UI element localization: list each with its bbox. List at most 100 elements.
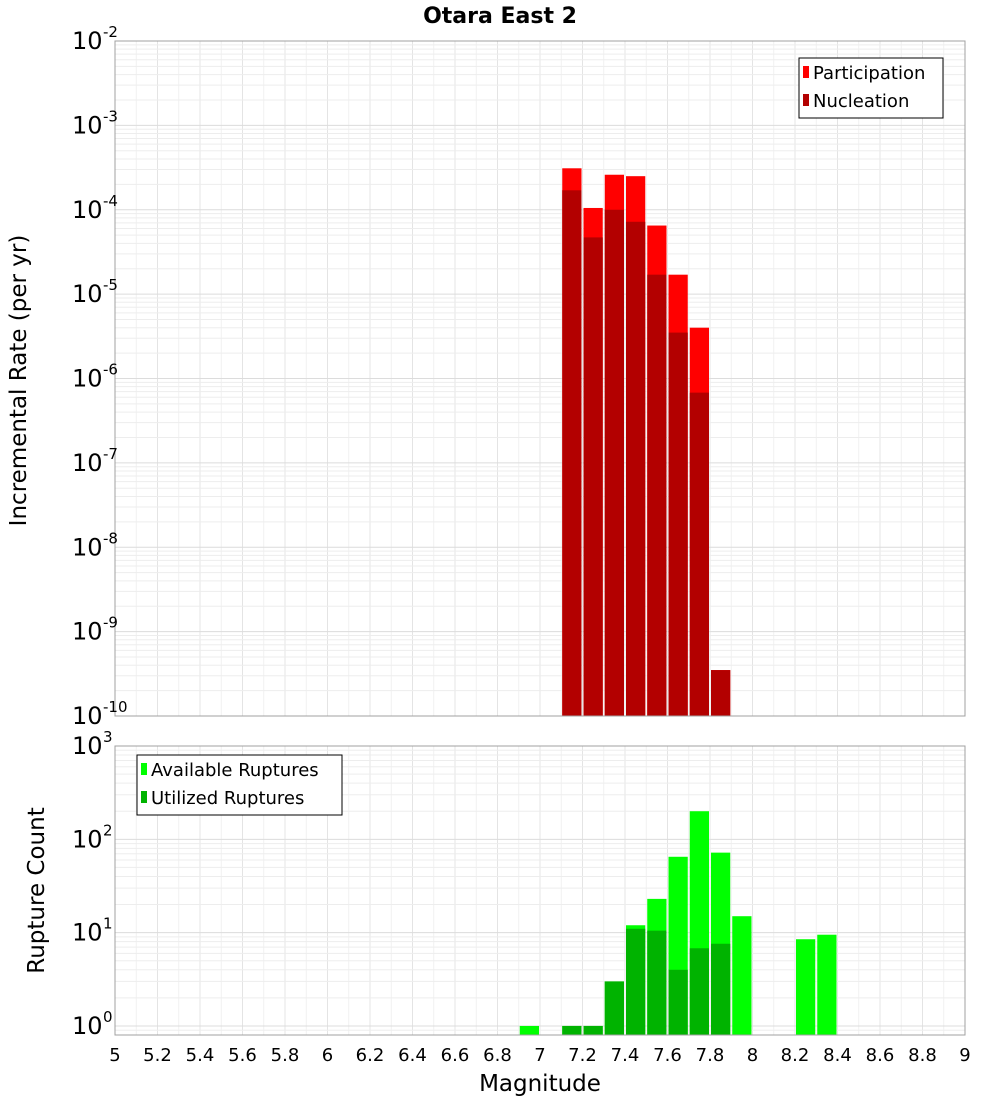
x-tick-label: 8 <box>747 1045 758 1066</box>
bar-available-ruptures <box>732 916 752 1035</box>
legend-swatch <box>141 763 147 775</box>
bar-available-ruptures <box>519 1025 539 1035</box>
bar-utilized-ruptures <box>647 930 667 1035</box>
y-tick-label: 10 -7 <box>72 445 118 477</box>
legend-swatch <box>803 66 809 78</box>
y-tick-exponent: 3 <box>103 728 113 746</box>
legend-label: Utilized Ruptures <box>151 788 304 809</box>
rate-y-axis-label: Incremental Rate (per yr) <box>6 235 32 527</box>
y-tick-base: 10 <box>72 449 103 477</box>
y-tick-label: 10 -10 <box>72 698 128 730</box>
x-ticks: 5 5.2 5.4 5.6 5.8 6 6.2 6.4 6.6 6.8 7 7.2 7.4 7.6 7.8 8… <box>109 1045 970 1066</box>
bar-available-ruptures <box>796 939 816 1035</box>
bar-nucleation <box>562 190 582 716</box>
y-tick-label: 10 1 <box>72 915 113 947</box>
x-tick-label: 6.2 <box>356 1045 385 1066</box>
y-tick-exponent: -2 <box>103 23 118 41</box>
y-tick-base: 10 <box>72 919 103 947</box>
bar-nucleation <box>689 392 709 716</box>
y-tick-label: 10 2 <box>72 821 113 853</box>
bar-nucleation <box>626 221 646 716</box>
y-tick-base: 10 <box>72 280 103 308</box>
bar-utilized-ruptures <box>583 1025 603 1035</box>
bar-utilized-ruptures <box>626 928 646 1035</box>
count-legend: Available Ruptures Utilized Ruptures <box>136 754 343 816</box>
bar-utilized-ruptures <box>604 981 624 1035</box>
x-tick-label: 8.8 <box>908 1045 937 1066</box>
y-tick-exponent: 0 <box>103 1008 113 1026</box>
bar-nucleation <box>711 670 731 716</box>
y-tick-exponent: -4 <box>103 192 118 210</box>
y-tick-base: 10 <box>72 732 103 760</box>
rate-legend: Participation Nucleation <box>798 57 944 119</box>
x-tick-label: 5.6 <box>228 1045 257 1066</box>
y-tick-base: 10 <box>72 1012 103 1040</box>
x-tick-label: 5 <box>109 1045 120 1066</box>
x-tick-label: 7 <box>534 1045 545 1066</box>
legend-label: Nucleation <box>813 91 909 112</box>
bar-utilized-ruptures <box>562 1025 582 1035</box>
bar-nucleation <box>583 237 603 716</box>
y-tick-label: 10 -6 <box>72 361 118 393</box>
legend-box <box>136 754 343 816</box>
y-tick-exponent: -7 <box>103 445 118 463</box>
y-tick-exponent: -6 <box>103 361 118 379</box>
y-tick-base: 10 <box>72 111 103 139</box>
count-plot-frame <box>114 745 966 1036</box>
y-tick-base: 10 <box>72 702 103 730</box>
bar-nucleation <box>647 274 667 716</box>
bar-utilized-ruptures <box>689 948 709 1035</box>
legend-box <box>798 57 944 119</box>
y-tick-label: 10 -9 <box>72 614 118 646</box>
y-tick-label: 10 -5 <box>72 276 118 308</box>
bar-utilized-ruptures <box>668 969 688 1035</box>
y-tick-base: 10 <box>72 365 103 393</box>
bar-nucleation <box>668 332 688 716</box>
y-tick-label: 10 3 <box>72 728 113 760</box>
x-tick-label: 8.4 <box>823 1045 852 1066</box>
bar-utilized-ruptures <box>711 943 731 1035</box>
y-tick-label: 10 -3 <box>72 107 118 139</box>
y-tick-label: 10 0 <box>72 1008 113 1040</box>
chart-title: Otara East 2 <box>423 4 577 29</box>
x-tick-label: 6.4 <box>398 1045 427 1066</box>
x-axis-label: Magnitude <box>479 1071 601 1097</box>
x-tick-label: 7.4 <box>611 1045 640 1066</box>
y-tick-label: 10 -2 <box>72 23 118 55</box>
x-tick-label: 6.8 <box>483 1045 512 1066</box>
y-tick-label: 10 -4 <box>72 192 118 224</box>
x-tick-label: 8.2 <box>781 1045 810 1066</box>
y-tick-label: 10 -8 <box>72 529 118 561</box>
y-tick-base: 10 <box>72 27 103 55</box>
rate-bars <box>562 168 731 716</box>
legend-label: Available Ruptures <box>151 760 319 781</box>
count-bars <box>519 811 837 1035</box>
x-tick-label: 5.8 <box>271 1045 300 1066</box>
y-tick-exponent: -5 <box>103 276 118 294</box>
y-tick-exponent: -10 <box>103 698 128 716</box>
y-tick-exponent: -8 <box>103 529 118 547</box>
y-tick-exponent: 1 <box>103 915 113 933</box>
y-tick-base: 10 <box>72 533 103 561</box>
bar-nucleation <box>604 209 624 716</box>
legend-swatch <box>803 94 809 106</box>
y-tick-exponent: 2 <box>103 821 113 839</box>
rate-grid <box>114 40 966 717</box>
x-tick-label: 5.2 <box>143 1045 172 1066</box>
x-tick-label: 6 <box>322 1045 333 1066</box>
x-tick-label: 7.8 <box>696 1045 725 1066</box>
x-tick-label: 7.2 <box>568 1045 597 1066</box>
x-tick-label: 9 <box>959 1045 970 1066</box>
y-tick-exponent: -9 <box>103 614 118 632</box>
y-tick-base: 10 <box>72 618 103 646</box>
x-tick-label: 6.6 <box>441 1045 470 1066</box>
x-tick-label: 8.6 <box>866 1045 895 1066</box>
bar-available-ruptures <box>817 934 837 1035</box>
legend-label: Participation <box>813 63 925 84</box>
y-tick-base: 10 <box>72 196 103 224</box>
